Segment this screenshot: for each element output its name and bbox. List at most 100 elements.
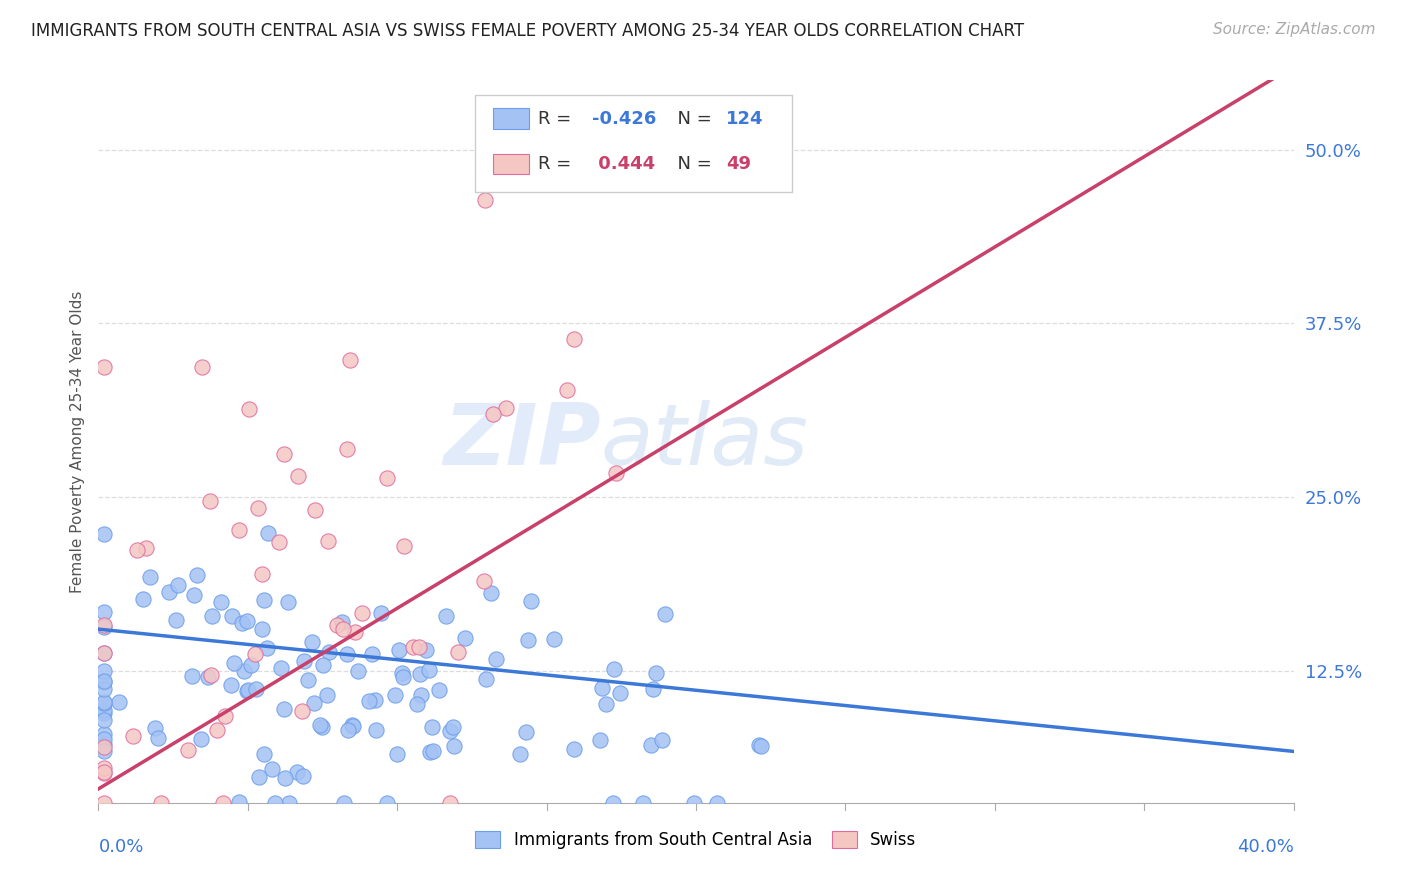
Point xyxy=(318,645,340,659)
Point xyxy=(247,771,270,785)
Point xyxy=(93,620,115,634)
Point xyxy=(427,682,450,697)
Point xyxy=(198,494,221,508)
Point xyxy=(384,688,406,702)
Point xyxy=(260,762,283,776)
Point xyxy=(311,720,333,734)
Point xyxy=(270,660,292,674)
Point xyxy=(312,658,335,673)
Point xyxy=(654,607,676,621)
Point xyxy=(149,796,172,810)
Point xyxy=(245,681,267,696)
Point xyxy=(472,574,495,588)
Point xyxy=(232,664,254,678)
FancyBboxPatch shape xyxy=(475,95,792,193)
Point xyxy=(183,588,205,602)
Point xyxy=(385,747,408,761)
Point xyxy=(481,407,503,421)
Point xyxy=(93,360,115,375)
Point xyxy=(273,447,295,461)
Point xyxy=(93,744,115,758)
Point xyxy=(93,618,115,632)
Point xyxy=(93,727,115,741)
Text: -0.426: -0.426 xyxy=(592,110,657,128)
Point xyxy=(415,642,437,657)
Point xyxy=(418,663,440,677)
Point xyxy=(197,670,219,684)
Text: IMMIGRANTS FROM SOUTH CENTRAL ASIA VS SWISS FEMALE POVERTY AMONG 25-34 YEAR OLDS: IMMIGRANTS FROM SOUTH CENTRAL ASIA VS SW… xyxy=(31,22,1024,40)
Point xyxy=(443,739,465,754)
Point xyxy=(422,720,444,734)
Point xyxy=(253,593,276,607)
Text: ZIP: ZIP xyxy=(443,400,600,483)
Text: 49: 49 xyxy=(725,155,751,173)
Point xyxy=(603,662,626,676)
Point xyxy=(127,543,149,558)
Point xyxy=(342,718,364,732)
Point xyxy=(515,725,537,739)
Point xyxy=(520,594,543,608)
Legend: Immigrants from South Central Asia, Swiss: Immigrants from South Central Asia, Swis… xyxy=(468,824,924,856)
Point xyxy=(588,733,610,747)
Point xyxy=(370,607,392,621)
Point xyxy=(148,731,170,746)
Point xyxy=(209,594,232,608)
Point xyxy=(269,534,291,549)
Point xyxy=(315,688,337,702)
Point xyxy=(93,713,115,727)
Point xyxy=(205,723,228,737)
Point xyxy=(297,673,319,687)
Point xyxy=(239,657,262,672)
Point xyxy=(336,442,359,456)
Point xyxy=(93,675,115,690)
Point xyxy=(402,640,425,654)
Point xyxy=(264,796,287,810)
Point xyxy=(357,694,380,708)
Point xyxy=(93,605,115,619)
Point xyxy=(447,645,470,659)
Point xyxy=(375,796,398,810)
Point xyxy=(475,672,498,686)
Point xyxy=(138,570,160,584)
Point xyxy=(543,632,565,647)
Point xyxy=(277,595,299,609)
Point xyxy=(335,648,357,662)
Point xyxy=(291,704,314,718)
Point xyxy=(419,745,441,759)
Point xyxy=(143,722,166,736)
Point xyxy=(352,606,374,620)
Point xyxy=(564,741,586,756)
Point xyxy=(93,731,115,746)
Point xyxy=(238,401,260,416)
Y-axis label: Female Poverty Among 25-34 Year Olds: Female Poverty Among 25-34 Year Olds xyxy=(69,291,84,592)
Point xyxy=(454,632,477,646)
Point xyxy=(364,692,387,706)
Point xyxy=(651,733,673,747)
Point xyxy=(347,664,370,678)
Bar xyxy=(494,109,529,128)
Point xyxy=(107,695,129,709)
Point xyxy=(253,747,276,761)
Bar xyxy=(494,154,529,174)
Point xyxy=(177,743,200,757)
Point xyxy=(236,684,259,698)
Point xyxy=(93,681,115,696)
Point xyxy=(252,622,274,636)
Point xyxy=(228,795,250,809)
Point xyxy=(93,673,115,688)
Point xyxy=(93,765,115,780)
Point xyxy=(231,615,253,630)
Point xyxy=(287,469,309,483)
Point xyxy=(93,527,115,541)
Point xyxy=(285,764,308,779)
Point xyxy=(200,668,222,682)
Point xyxy=(332,622,354,636)
Point xyxy=(645,666,668,681)
Text: N =: N = xyxy=(666,155,717,173)
Point xyxy=(186,568,208,582)
Point xyxy=(302,696,325,710)
Point xyxy=(509,747,531,761)
Point xyxy=(301,635,323,649)
Point xyxy=(304,503,326,517)
Point xyxy=(135,541,157,555)
